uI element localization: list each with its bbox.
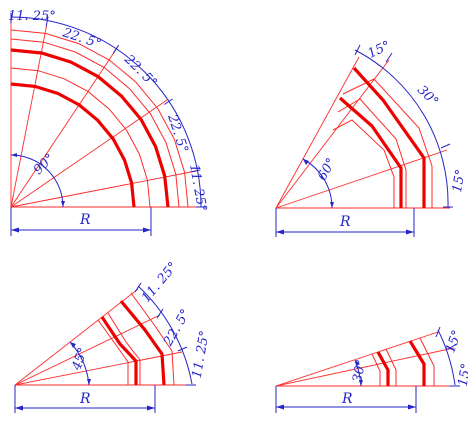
arrowhead [276,229,284,235]
arrowhead [143,227,151,233]
fan-lines [14,288,190,386]
total-angle-arc [10,154,64,208]
segment-angle-dimension-arc [437,329,456,386]
thin-segment-outlines [10,29,189,208]
radius-dimension [10,207,152,236]
segment-tick-marks [134,282,196,386]
thick-segment-walls [376,340,426,386]
segment-angle-label: 11. 25° [8,9,56,24]
segment-angle-label: 15° [456,362,468,387]
radius-label: R [339,214,351,230]
segment-angle-label: 15° [450,168,468,193]
figure-30-degree-elbow: 30° 15° 15° R [275,326,468,413]
segment-angle-label: 22. 5° [120,52,159,91]
arrowhead [408,404,416,410]
segment-angle-label: 11. 25° [139,259,181,305]
arrowhead [147,405,155,411]
arrowhead [61,201,65,207]
radius-label: R [79,391,91,407]
total-angle-label: 45° [69,346,91,374]
arrowhead [359,380,363,386]
arrowhead [11,227,19,233]
figure-45-degree-elbow: 45° 11. 25° 22. 5° 11. 25° R [14,259,213,413]
segment-angle-label: 11. 25° [186,163,209,213]
total-angle-label: 90° [31,151,58,178]
segment-tick-marks [435,326,460,387]
segment-tick-marks [10,13,206,208]
arrowhead [87,379,91,385]
thick-segment-walls [10,48,170,208]
segment-angle-label: 22. 5° [160,307,193,350]
thick-segment-walls [338,66,426,208]
thick-segment-walls [100,299,166,386]
arrowhead [355,360,360,366]
arrowhead [303,159,309,165]
segment-tick-marks [354,44,453,208]
figure-90-degree-elbow: 90° 11. 25° 22. 5° 22. 5° 22. 5° 11. 25°… [8,9,209,236]
thin-segment-outlines [97,292,175,386]
arrowhead [406,229,414,235]
arrowhead [11,153,17,157]
segment-angle-dimension-arc [354,49,449,208]
arrowhead [15,405,23,411]
radius-dimension [275,386,417,413]
figure-60-degree-elbow: 60° 15° 30° 15° R [275,38,468,237]
segment-angle-label: 11. 25° [190,330,213,380]
segment-angle-label: 15° [443,328,465,355]
thin-segment-outlines [371,337,435,386]
segment-angle-dimension-arc [10,16,202,208]
thin-segment-outlines [332,78,433,208]
radius-dimension [275,208,415,237]
arrowhead [330,202,334,208]
arrowhead [70,342,76,348]
segment-angle-label: 22. 5° [60,25,103,52]
radius-label: R [79,212,91,228]
total-angle-label: 60° [315,156,340,183]
segment-angle-dimension-arc [137,285,193,385]
total-angle-label: 30° [350,358,369,383]
radius-dimension [14,385,156,413]
radius-label: R [341,391,353,407]
arrowhead [276,404,284,410]
